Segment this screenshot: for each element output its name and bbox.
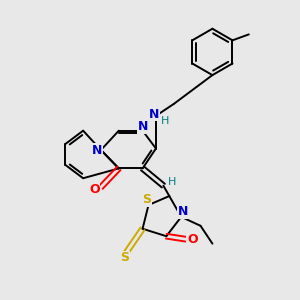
- Text: N: N: [178, 205, 188, 218]
- Text: H: H: [161, 116, 169, 126]
- Text: O: O: [187, 233, 197, 246]
- Text: N: N: [137, 120, 148, 133]
- Text: H: H: [167, 177, 176, 187]
- Text: N: N: [149, 108, 160, 121]
- Text: S: S: [120, 251, 129, 264]
- Text: S: S: [142, 193, 152, 206]
- Text: O: O: [89, 183, 100, 196]
- Text: N: N: [92, 143, 103, 157]
